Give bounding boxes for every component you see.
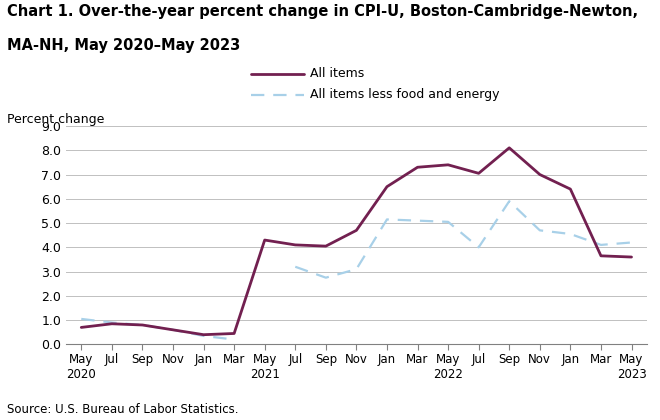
Text: Chart 1. Over-the-year percent change in CPI-U, Boston-Cambridge-Newton,: Chart 1. Over-the-year percent change in… (7, 4, 638, 19)
Text: Percent change: Percent change (7, 113, 104, 126)
Text: MA-NH, May 2020–May 2023: MA-NH, May 2020–May 2023 (7, 38, 240, 53)
Text: Source: U.S. Bureau of Labor Statistics.: Source: U.S. Bureau of Labor Statistics. (7, 403, 238, 416)
Text: All items: All items (310, 67, 364, 80)
Text: All items less food and energy: All items less food and energy (310, 88, 500, 101)
